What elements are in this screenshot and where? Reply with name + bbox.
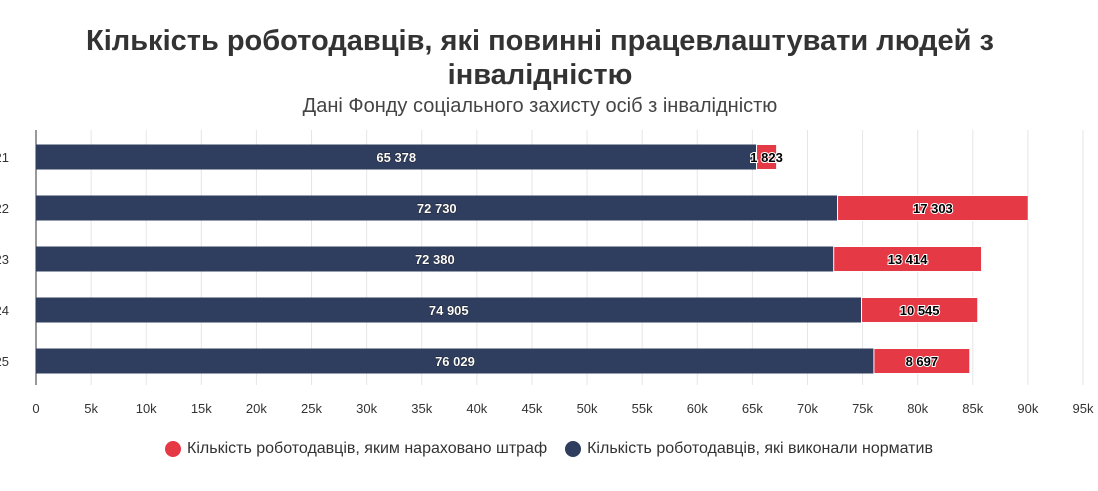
legend-marker-norm	[565, 441, 582, 457]
legend-label-fine: Кількість роботодавців, яким нараховано …	[187, 440, 548, 457]
data-label-norm: 72 730	[417, 201, 457, 216]
x-tick-label: 0	[32, 401, 39, 416]
data-label-norm: 76 029	[435, 354, 475, 369]
bar-fine	[756, 144, 778, 170]
x-tick-label: 15k	[191, 401, 212, 416]
data-label-norm: 72 380	[415, 252, 455, 267]
plot-area: 0 5k 10k 15k 20k 25k 30k 35k 40k 45k 50k 55k 60k 65k 7…	[0, 130, 1094, 416]
chart-title: Кількість роботодавців, які повинні прац…	[86, 25, 994, 91]
bar-fine	[861, 297, 979, 323]
chart-subtitle: Дані Фонду соціального захисту осіб з ін…	[302, 95, 778, 117]
x-tick-label: 45k	[521, 401, 542, 416]
x-tick-label: 60k	[687, 401, 708, 416]
x-tick-label: 35k	[411, 401, 432, 416]
legend-label-norm: Кількість роботодавців, які виконали нор…	[587, 440, 933, 457]
x-tick-label: 70k	[797, 401, 818, 416]
y-category-label: 025	[0, 354, 9, 369]
legend: Кількість роботодавців, яким нараховано …	[0, 440, 1098, 458]
bar-norm	[36, 144, 757, 170]
bar-norm	[36, 348, 874, 374]
legend-item-fine[interactable]: Кількість роботодавців, яким нараховано …	[165, 440, 547, 458]
bar-norm	[36, 195, 838, 221]
x-tick-label: 75k	[852, 401, 873, 416]
x-tick-label: 90k	[1017, 401, 1038, 416]
data-label-norm: 65 378	[376, 150, 416, 165]
x-tick-label: 5k	[84, 401, 98, 416]
data-label-norm: 74 905	[429, 303, 469, 318]
x-tick-label: 30k	[356, 401, 377, 416]
x-tick-label: 55k	[632, 401, 653, 416]
x-tick-label: 65k	[742, 401, 763, 416]
y-category-label: 021	[0, 150, 9, 165]
bar-fine	[873, 348, 971, 374]
legend-marker-fine	[165, 441, 182, 457]
x-tick-label: 50k	[577, 401, 598, 416]
x-tick-label: 25k	[301, 401, 322, 416]
legend-item-norm[interactable]: Кількість роботодавців, які виконали нор…	[565, 440, 933, 458]
data-label-fine: 10 545	[900, 303, 940, 318]
bar-norm	[36, 297, 862, 323]
data-label-fine: 1 823	[750, 150, 783, 165]
y-category-label: 023	[0, 252, 9, 267]
x-tick-label: 40k	[466, 401, 487, 416]
x-tick-label: 85k	[962, 401, 983, 416]
data-label-fine: 13 414	[888, 252, 929, 267]
bar-norm	[36, 246, 834, 272]
data-label-fine: 17 303	[913, 201, 953, 216]
bar-fine	[837, 195, 1029, 221]
x-tick-label: 10k	[136, 401, 157, 416]
bar-fine	[833, 246, 983, 272]
x-tick-label: 20k	[246, 401, 267, 416]
x-tick-label: 95k	[1073, 401, 1094, 416]
data-label-fine: 8 697	[906, 354, 939, 369]
y-category-label: 024	[0, 303, 9, 318]
y-category-label: 022	[0, 201, 9, 216]
x-tick-label: 80k	[907, 401, 928, 416]
